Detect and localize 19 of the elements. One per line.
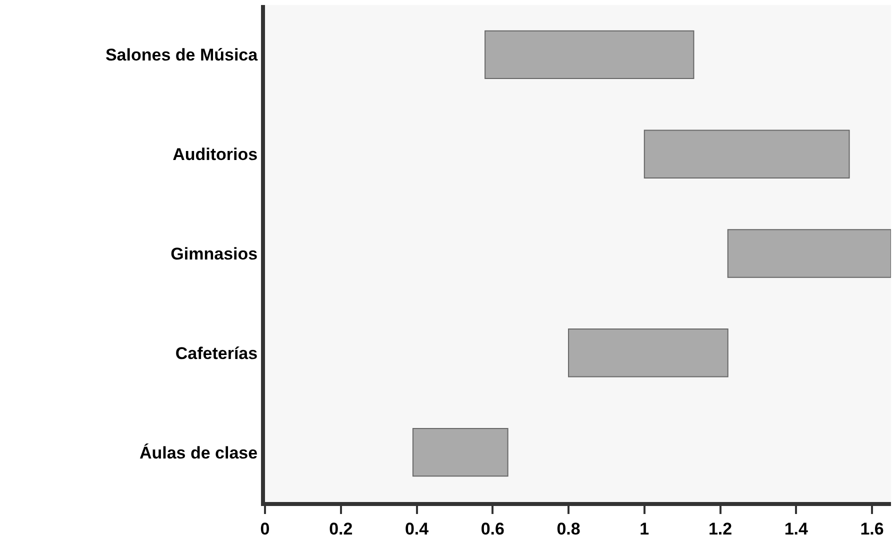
x-tick-label: 0.6 — [480, 519, 504, 538]
y-tick-label: Áulas de clase — [139, 442, 258, 462]
y-tick-label: Cafeterías — [175, 344, 258, 363]
bar — [568, 328, 728, 378]
x-tick-label: 0.8 — [556, 519, 580, 538]
x-tick-label: 1.4 — [784, 519, 809, 538]
x-tick-label: 1.6 — [860, 519, 884, 538]
y-tick-label: Salones de Música — [105, 46, 258, 65]
x-tick-label: 1.2 — [708, 519, 732, 538]
y-tick-label: Gimnasios — [170, 244, 258, 264]
x-tick-label: 1 — [640, 519, 650, 538]
x-tick-label: 0 — [260, 519, 270, 538]
y-tick-label: Auditorios — [172, 145, 258, 164]
bar — [727, 229, 891, 278]
bar — [644, 130, 850, 178]
x-tick-label: 0.2 — [329, 519, 353, 538]
bar — [484, 30, 694, 80]
bar — [412, 428, 508, 477]
x-tick-label: 0.4 — [404, 519, 430, 538]
